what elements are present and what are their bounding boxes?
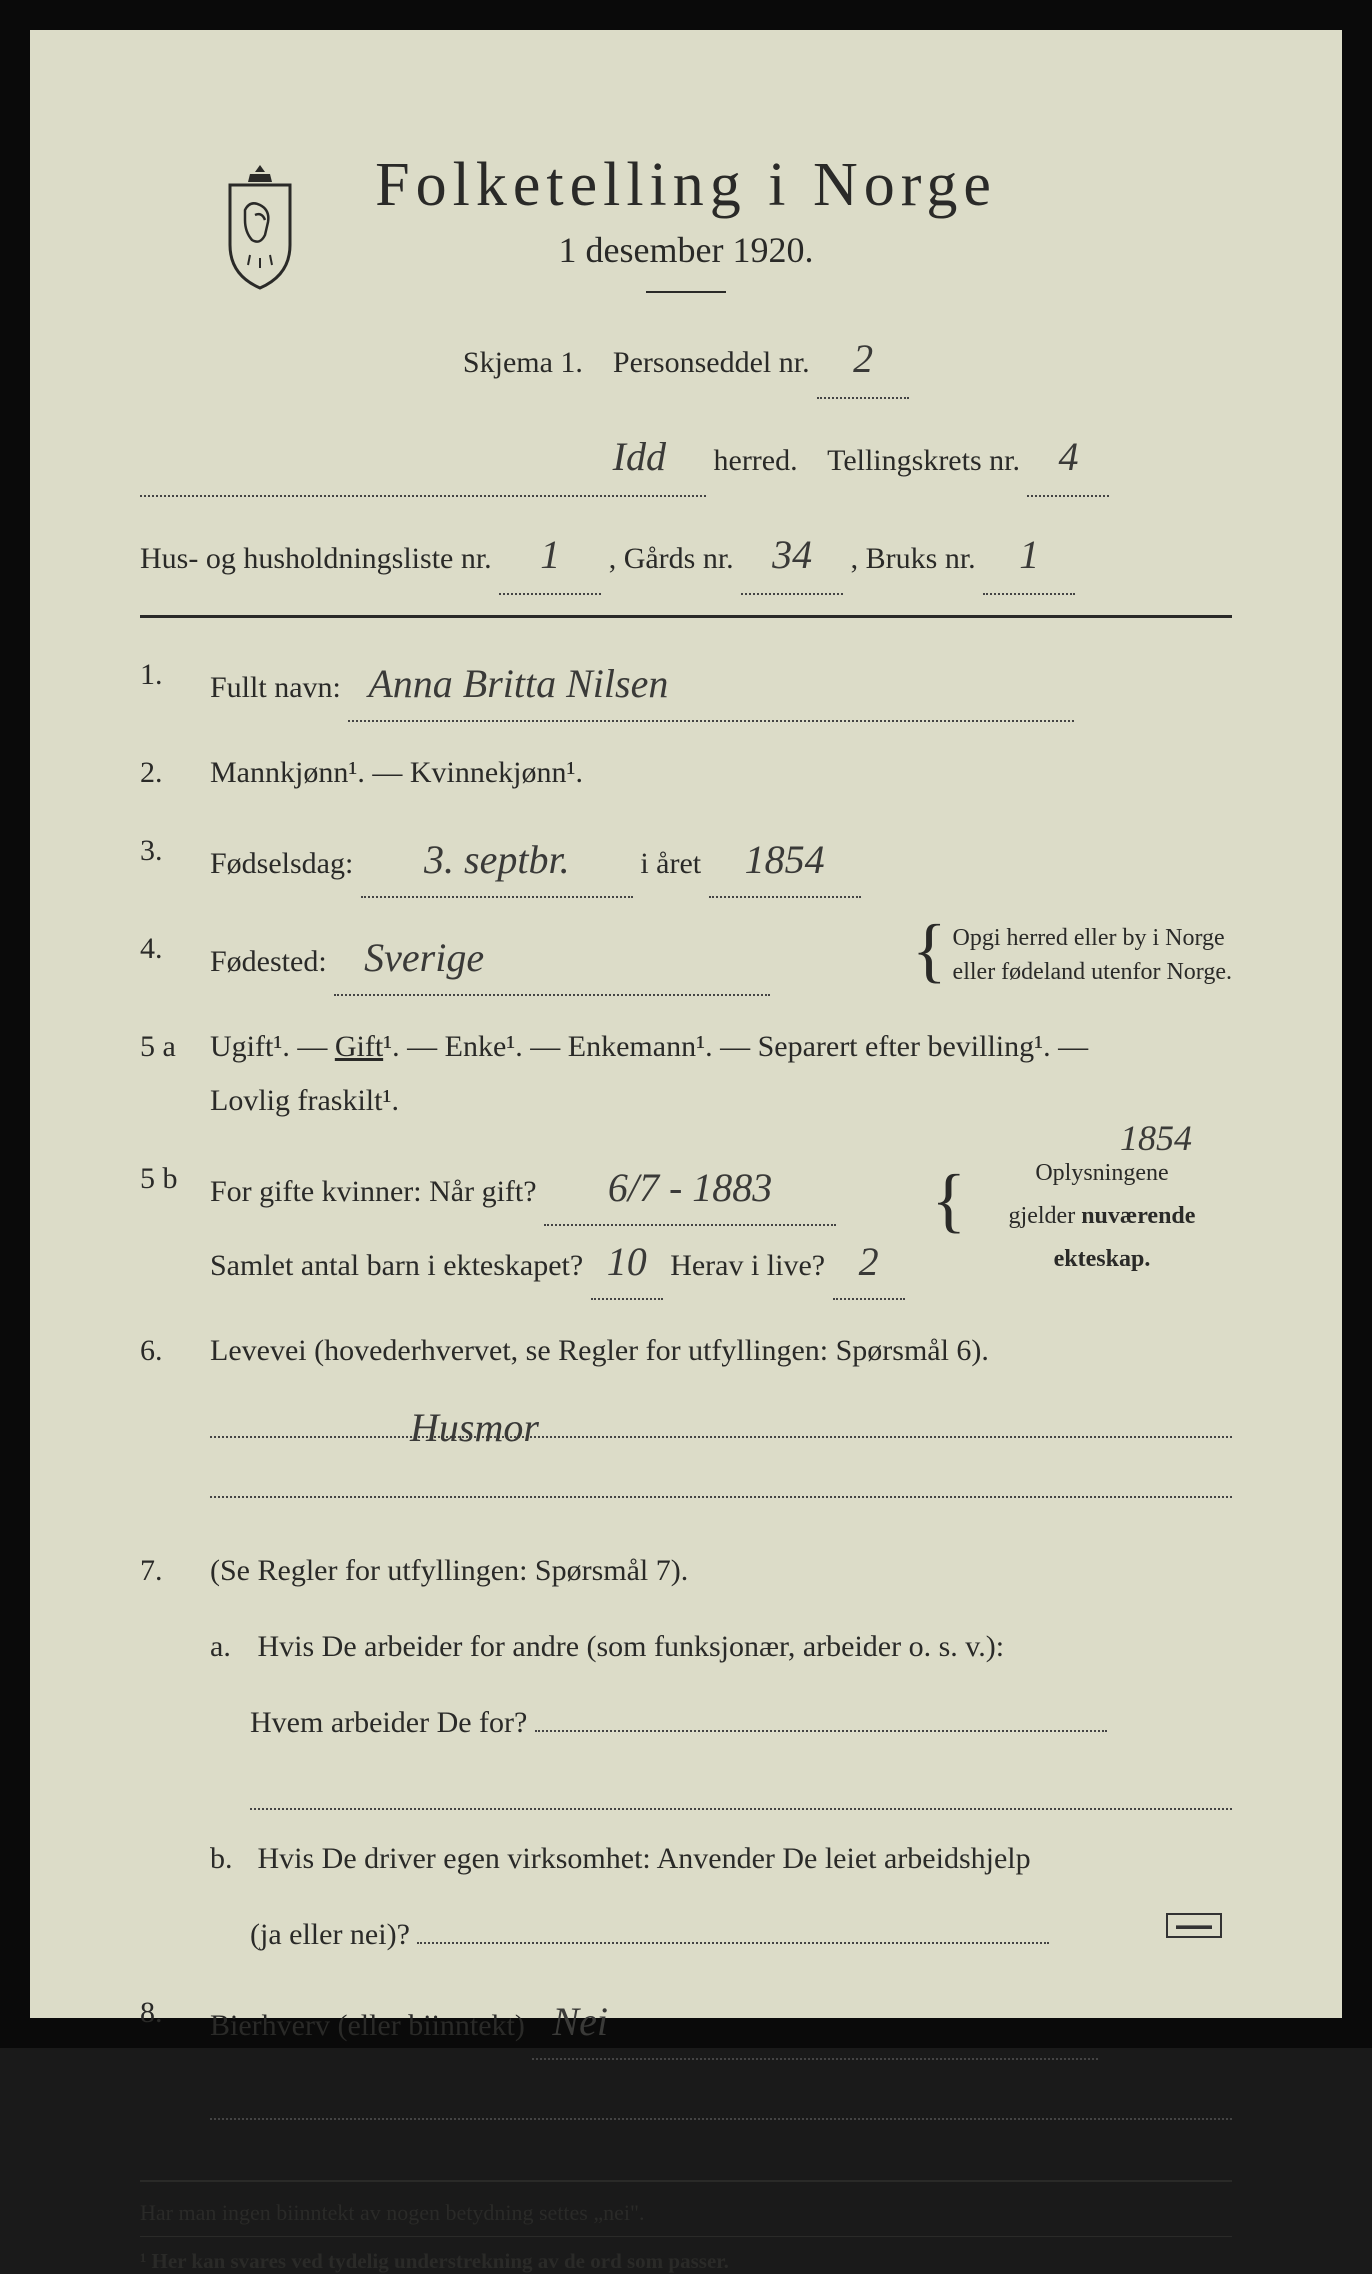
q4-num: 4. <box>140 922 210 996</box>
q5b-sn2b: nuværende <box>1081 1203 1195 1229</box>
tellingskrets-label: Tellingskrets nr. <box>827 444 1020 477</box>
skjema-label: Skjema 1. <box>463 346 583 379</box>
bruks-label: , Bruks nr. <box>851 542 976 575</box>
q2-label: Mannkjønn¹. — Kvinnekjønn¹. <box>210 746 1232 800</box>
q5b-sn2: gjelder <box>1009 1203 1082 1229</box>
q7a-text2: Hvem arbeider De for? <box>250 1706 527 1739</box>
q3-label: Fødselsdag: <box>210 847 353 880</box>
coat-of-arms-icon <box>210 160 310 290</box>
brace-icon: { <box>931 1172 966 1230</box>
q1-value: Anna Britta Nilsen <box>348 648 1074 722</box>
herred-value: Idd <box>140 419 706 497</box>
form-meta-line3: Hus- og husholdningsliste nr. 1 , Gårds … <box>140 517 1232 595</box>
q3-year: 1854 <box>709 824 861 898</box>
q4-sidenote: Opgi herred eller by i Norge eller fødel… <box>953 922 1232 989</box>
question-5b: 5 b For gifte kvinner: Når gift? 6/7 - 1… <box>140 1152 1232 1300</box>
q1-label: Fullt navn: <box>210 671 341 704</box>
question-2: 2. Mannkjønn¹. — Kvinnekjønn¹. <box>140 746 1232 800</box>
q5b-label2: Samlet antal barn i ekteskapet? <box>210 1249 583 1282</box>
q5b-label1: For gifte kvinner: Når gift? <box>210 1175 537 1208</box>
hus-value: 1 <box>499 517 601 595</box>
q4-note2: eller fødeland utenfor Norge. <box>953 959 1232 985</box>
q7b-blank <box>417 1942 1049 1944</box>
q6-label: Levevei (hovederhvervet, se Regler for u… <box>210 1334 989 1367</box>
q5b-sn3: ekteskap. <box>1054 1246 1151 1272</box>
q5b-num: 5 b <box>140 1152 210 1300</box>
question-7: 7. (Se Regler for utfyllingen: Spørsmål … <box>140 1544 1232 1962</box>
form-meta-line2: Idd herred. Tellingskrets nr. 4 <box>140 419 1232 497</box>
q7-num: 7. <box>140 1544 210 1962</box>
q4-label: Fødested: <box>210 945 327 978</box>
q5b-sidenote: Oplysningene gjelder nuværende ekteskap. <box>972 1152 1232 1282</box>
q3-num: 3. <box>140 824 210 898</box>
blank-line <box>250 1772 1232 1810</box>
thin-rule <box>140 2236 1232 2237</box>
q8-label: Bierhverv (eller biinntekt) <box>210 2009 525 2042</box>
header: Folketelling i Norge 1 desember 1920. <box>140 150 1232 293</box>
question-8: 8. Bierhverv (eller biinntekt) Nei <box>140 1986 1232 2142</box>
personseddel-label: Personseddel nr. <box>613 346 810 379</box>
printer-stamp: ▬▬▬ <box>1166 1913 1222 1938</box>
blank-line <box>210 1460 1232 1498</box>
footer-footnote: ¹ Her kan svares ved tydelig understrekn… <box>140 2249 1232 2274</box>
footer-divider <box>140 2180 1232 2182</box>
q5b-margin-note: 1854 <box>1120 1106 1192 1171</box>
q6-value: Husmor <box>410 1392 539 1464</box>
brace-icon: { <box>912 922 947 980</box>
q8-num: 8. <box>140 1986 210 2142</box>
q5b-live: 2 <box>833 1226 905 1300</box>
gaards-value: 34 <box>741 517 843 595</box>
question-6: 6. Levevei (hovederhvervet, se Regler fo… <box>140 1324 1232 1520</box>
q6-num: 6. <box>140 1324 210 1520</box>
q2-num: 2. <box>140 746 210 800</box>
q5a-text3: Lovlig fraskilt¹. <box>210 1084 399 1117</box>
hus-label: Hus- og husholdningsliste nr. <box>140 542 492 575</box>
q5b-barn: 10 <box>591 1226 663 1300</box>
q5a-text2: ¹. — Enke¹. — Enkemann¹. — Separert efte… <box>383 1030 1088 1063</box>
bruks-value: 1 <box>983 517 1075 595</box>
q7a-blank <box>535 1730 1107 1732</box>
gaards-label: , Gårds nr. <box>609 542 734 575</box>
q7b-num: b. <box>210 1832 250 1886</box>
q4-note1: Opgi herred eller by i Norge <box>953 925 1225 951</box>
herred-label: herred. <box>714 444 798 477</box>
blank-line <box>210 2082 1232 2120</box>
q7-label: (Se Regler for utfyllingen: Spørsmål 7). <box>210 1554 688 1587</box>
q4-value: Sverige <box>334 922 770 996</box>
q3-day: 3. septbr. <box>361 824 633 898</box>
personseddel-value: 2 <box>817 321 909 399</box>
q5a-text1: Ugift¹. — <box>210 1030 335 1063</box>
q7b-text1: Hvis De driver egen virksomhet: Anvender… <box>258 1842 1031 1875</box>
question-4: 4. Fødested: Sverige { Opgi herred eller… <box>140 922 1232 996</box>
census-form-page: Folketelling i Norge 1 desember 1920. Sk… <box>0 0 1372 2048</box>
q5a-gift: Gift <box>335 1030 383 1063</box>
q5b-label3: Herav i live? <box>670 1249 825 1282</box>
q5a-num: 5 a <box>140 1020 210 1128</box>
q1-num: 1. <box>140 648 210 722</box>
tellingskrets-value: 4 <box>1027 419 1109 497</box>
form-meta-line1: Skjema 1. Personseddel nr. 2 <box>140 321 1232 399</box>
question-1: 1. Fullt navn: Anna Britta Nilsen <box>140 648 1232 722</box>
q8-value: Nei <box>532 1986 1098 2060</box>
q3-yearlabel: i året <box>640 847 701 880</box>
q7a-text1: Hvis De arbeider for andre (som funksjon… <box>258 1630 1005 1663</box>
question-3: 3. Fødselsdag: 3. septbr. i året 1854 <box>140 824 1232 898</box>
question-5a: 5 a Ugift¹. — Gift¹. — Enke¹. — Enkemann… <box>140 1020 1232 1128</box>
footer-note: Har man ingen biinntekt av nogen betydni… <box>140 2200 1232 2226</box>
section-divider <box>140 615 1232 618</box>
divider <box>646 291 726 293</box>
q7b-text2: (ja eller nei)? <box>250 1918 410 1951</box>
q7a-num: a. <box>210 1620 250 1674</box>
q5b-giftdate: 6/7 - 1883 <box>544 1152 836 1226</box>
